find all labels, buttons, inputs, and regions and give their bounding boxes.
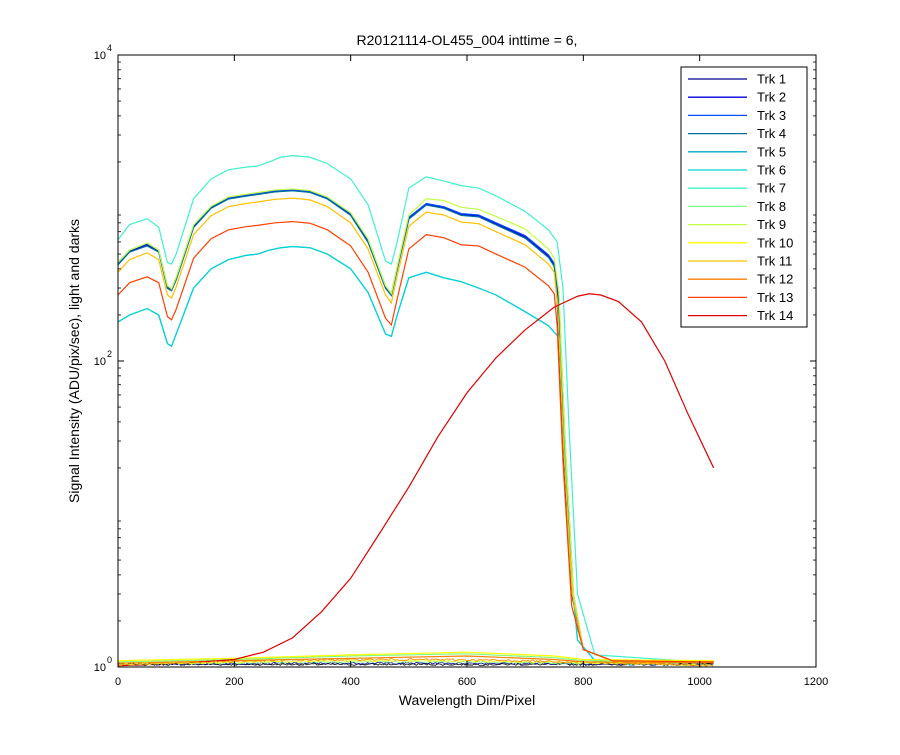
legend-label-trk-13: Trk 13 — [757, 290, 793, 305]
x-tick-label: 200 — [225, 676, 243, 688]
dark-noise-band — [118, 658, 714, 667]
legend-label-trk-2: Trk 2 — [757, 90, 786, 105]
x-axis: 0 200 400 600 800 1000 1200 — [115, 55, 828, 688]
legend-label-trk-3: Trk 3 — [757, 108, 786, 123]
x-tick-label: 1000 — [687, 676, 711, 688]
x-tick-label: 1200 — [804, 676, 828, 688]
legend-label-trk-11: Trk 11 — [757, 254, 792, 269]
y-axis-label: Signal Intensity (ADU/pix/sec), light an… — [66, 219, 82, 503]
legend-label-trk-6: Trk 6 — [757, 163, 786, 178]
legend-box — [680, 66, 808, 328]
series-line-trk-13 — [118, 220, 714, 663]
legend-label-trk-8: Trk 8 — [757, 199, 786, 214]
x-tick-label: 400 — [341, 676, 359, 688]
x-tick-label: 0 — [115, 676, 121, 688]
y-tick-label: 10 — [94, 356, 106, 368]
legend-label-trk-4: Trk 4 — [757, 126, 786, 141]
legend: Trk 1 Trk 2 Trk 3 Trk 4 Trk 5 Trk 6 Trk 7 Trk 8… — [680, 66, 808, 328]
y-tick-label: 10 — [94, 662, 106, 674]
chart-title: R20121114-OL455_004 inttime = 6, — [357, 32, 578, 48]
series-line-trk-9 — [118, 188, 714, 663]
legend-label-trk-5: Trk 5 — [757, 144, 786, 159]
series-line-trk-7 — [118, 155, 714, 663]
legend-label-trk-7: Trk 7 — [757, 181, 786, 196]
x-tick-label: 600 — [458, 676, 476, 688]
series-line-trk-14 — [118, 293, 715, 667]
legend-label-trk-14: Trk 14 — [757, 308, 793, 323]
x-tick-label: 800 — [574, 676, 592, 688]
y-tick-label-exponent: 0 — [107, 655, 112, 665]
y-tick-label: 10 — [94, 50, 106, 62]
series-line-trk-6 — [118, 245, 714, 665]
legend-label-trk-1: Trk 1 — [757, 72, 786, 87]
dark-noise-line — [118, 658, 714, 667]
legend-label-trk-10: Trk 10 — [757, 235, 793, 250]
y-tick-label-exponent: 2 — [107, 349, 112, 359]
series-layer — [118, 155, 715, 667]
legend-label-trk-12: Trk 12 — [757, 272, 793, 287]
x-axis-label: Wavelength Dim/Pixel — [399, 692, 535, 708]
series-line-trk-10 — [118, 651, 714, 662]
legend-label-trk-9: Trk 9 — [757, 217, 786, 232]
y-tick-label-exponent: 4 — [107, 43, 112, 53]
